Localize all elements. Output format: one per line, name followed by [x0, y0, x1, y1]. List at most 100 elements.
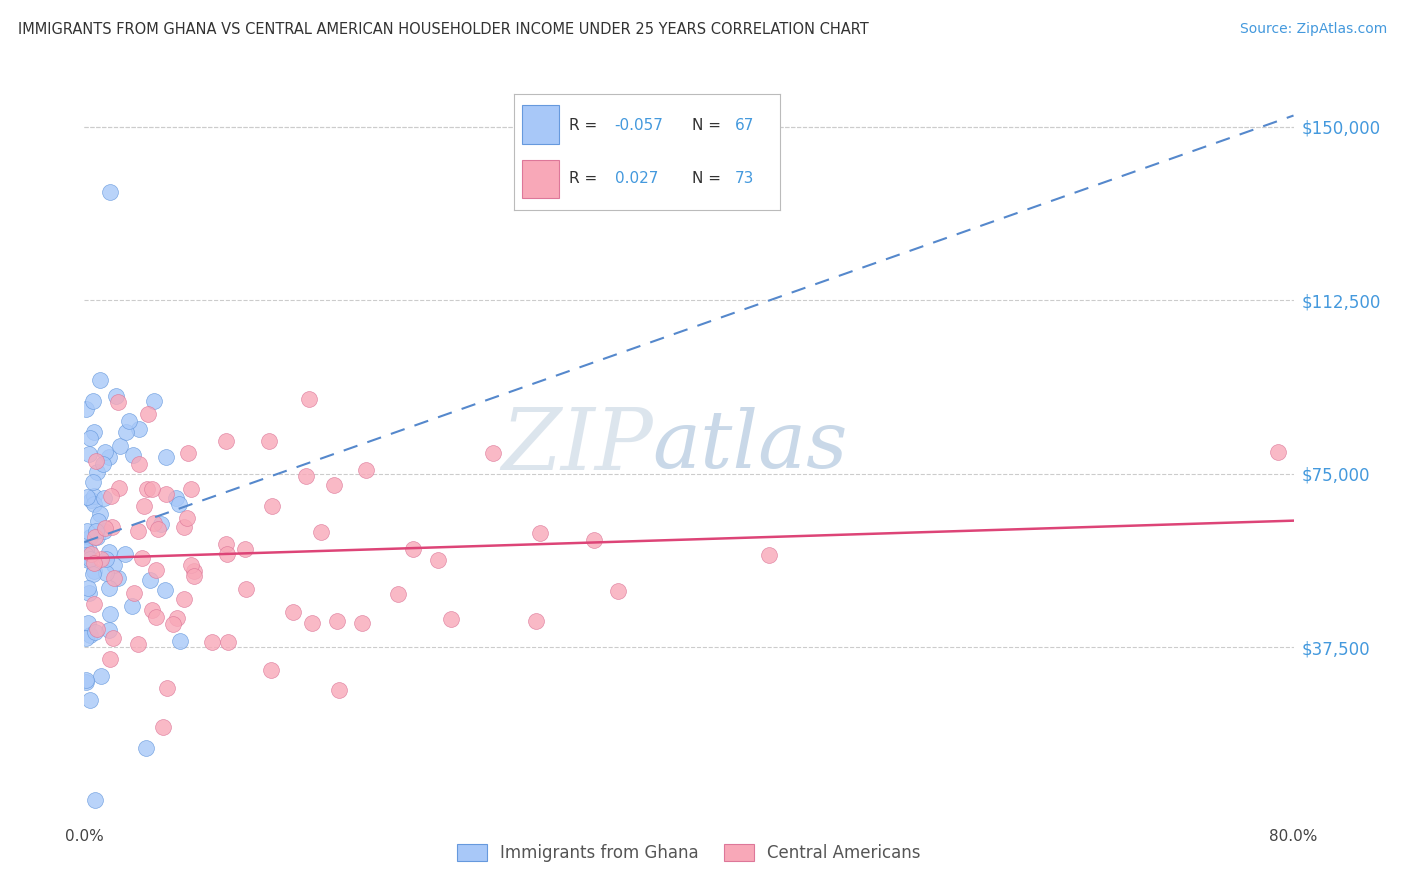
Point	[93, 445, 115, 459]
Point	[165, 491, 187, 505]
Point	[76, 524, 98, 538]
Point	[86, 465, 108, 479]
Point	[76, 490, 98, 504]
Point	[80, 492, 103, 507]
Point	[301, 616, 323, 631]
Point	[93, 491, 115, 505]
Text: atlas: atlas	[652, 408, 848, 484]
Point	[82, 567, 104, 582]
Point	[260, 499, 283, 513]
Point	[426, 552, 449, 566]
Point	[83, 564, 105, 578]
Point	[127, 637, 149, 651]
Point	[149, 516, 172, 531]
Point	[173, 520, 195, 534]
Point	[169, 634, 191, 648]
Point	[145, 610, 167, 624]
Point	[75, 548, 97, 562]
Point	[214, 537, 236, 551]
Point	[141, 603, 163, 617]
Point	[141, 482, 163, 496]
Text: ZIP: ZIP	[501, 405, 652, 487]
Point	[440, 612, 463, 626]
Point	[82, 475, 104, 489]
Point	[481, 446, 503, 460]
Point	[103, 558, 125, 572]
Point	[217, 634, 239, 648]
Point	[146, 522, 169, 536]
Point	[94, 520, 117, 534]
Point	[155, 450, 177, 464]
Point	[77, 553, 100, 567]
Point	[80, 547, 103, 561]
Point	[1267, 445, 1289, 459]
Point	[152, 720, 174, 734]
Point	[84, 530, 107, 544]
Point	[77, 615, 100, 630]
Point	[180, 558, 202, 572]
Point	[79, 530, 101, 544]
Point	[122, 586, 145, 600]
Point	[100, 489, 122, 503]
Point	[169, 497, 191, 511]
Point	[79, 552, 101, 566]
Point	[86, 622, 108, 636]
Point	[166, 610, 188, 624]
Point	[142, 394, 165, 409]
Point	[94, 566, 117, 581]
Point	[128, 422, 150, 436]
Point	[75, 543, 97, 558]
Point	[75, 401, 97, 416]
Point	[108, 481, 131, 495]
Point	[98, 652, 121, 666]
Point	[155, 487, 177, 501]
Point	[118, 414, 141, 428]
Point	[402, 541, 425, 556]
Point	[101, 631, 124, 645]
Point	[87, 514, 110, 528]
Point	[89, 507, 111, 521]
Point	[90, 669, 112, 683]
Point	[107, 394, 129, 409]
Point	[145, 563, 167, 577]
Point	[529, 525, 551, 540]
Point	[295, 468, 318, 483]
Point	[138, 574, 160, 588]
Point	[235, 541, 257, 556]
Point	[354, 463, 377, 477]
Point	[135, 740, 157, 755]
Point	[86, 453, 108, 467]
Point	[77, 585, 100, 599]
Legend: Immigrants from Ghana, Central Americans: Immigrants from Ghana, Central Americans	[450, 837, 928, 869]
Point	[387, 587, 409, 601]
Text: IMMIGRANTS FROM GHANA VS CENTRAL AMERICAN HOUSEHOLDER INCOME UNDER 25 YEARS CORR: IMMIGRANTS FROM GHANA VS CENTRAL AMERICA…	[18, 22, 869, 37]
Point	[155, 582, 177, 597]
Point	[89, 373, 111, 387]
Point	[311, 524, 333, 539]
Point	[75, 674, 97, 689]
Point	[122, 448, 145, 462]
Point	[134, 499, 156, 513]
Point	[128, 457, 150, 471]
Point	[83, 497, 105, 511]
Point	[83, 489, 105, 503]
Point	[215, 434, 238, 448]
Point	[162, 617, 184, 632]
Point	[77, 543, 100, 558]
Point	[75, 631, 97, 645]
Point	[183, 564, 205, 578]
Point	[131, 551, 153, 566]
Point	[98, 450, 121, 465]
Point	[98, 185, 121, 199]
Point	[107, 570, 129, 584]
Point	[322, 477, 344, 491]
Point	[235, 582, 257, 597]
Point	[83, 597, 105, 611]
Point	[325, 614, 347, 628]
Point	[607, 584, 630, 599]
Point	[176, 511, 198, 525]
Point	[104, 389, 127, 403]
Point	[84, 624, 107, 639]
Point	[103, 571, 125, 585]
Point	[758, 548, 780, 562]
